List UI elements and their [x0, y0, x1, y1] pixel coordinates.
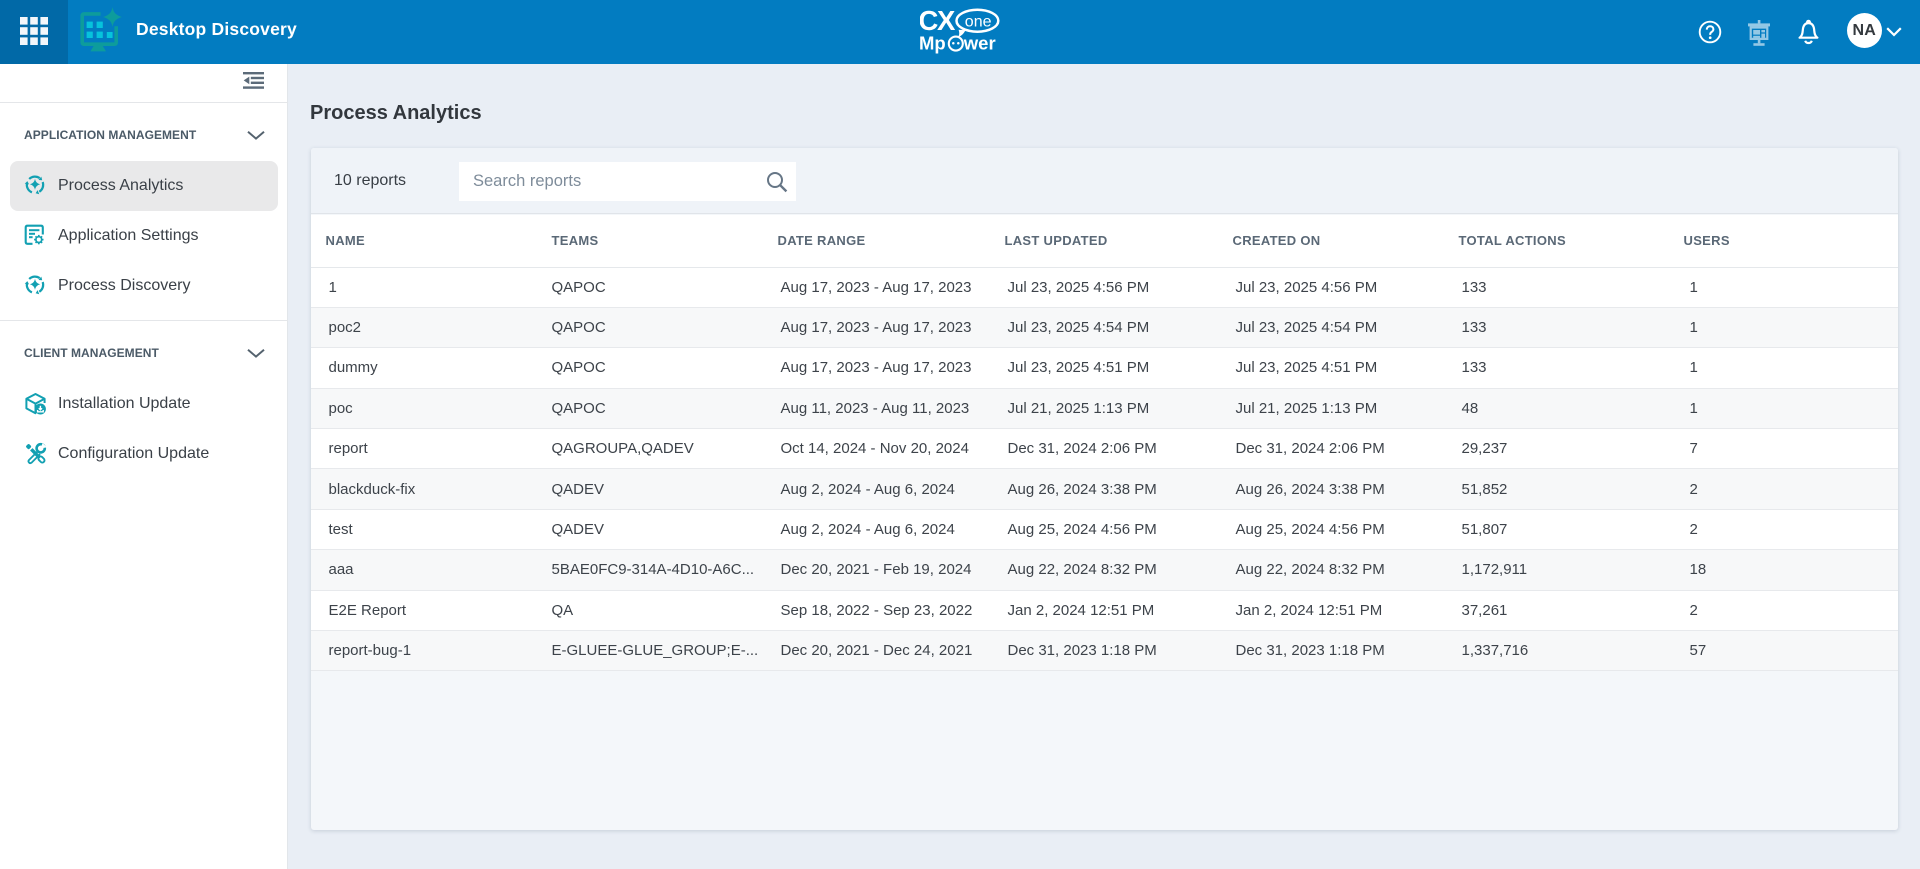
svg-text:CX: CX [920, 8, 956, 36]
svg-text:Mp: Mp [920, 33, 946, 54]
svg-text:one: one [965, 13, 992, 30]
svg-text:wer: wer [963, 33, 996, 54]
